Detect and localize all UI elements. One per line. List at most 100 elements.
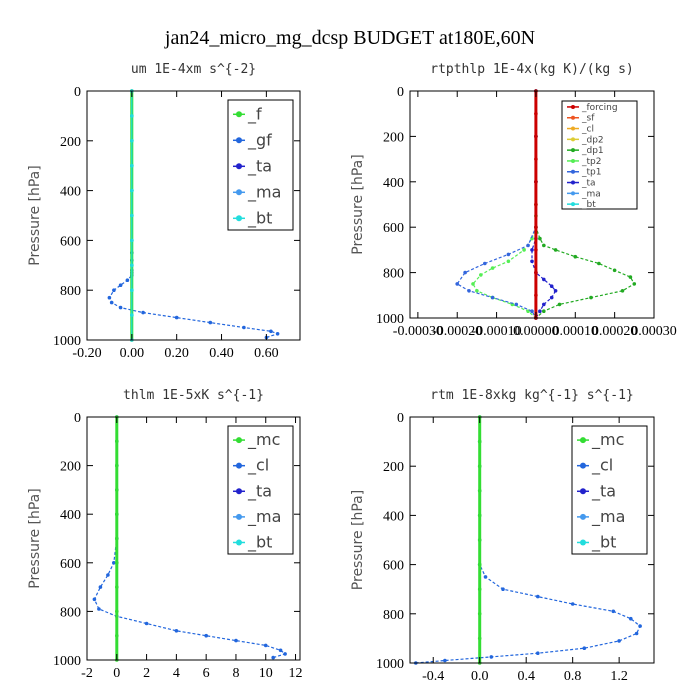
x-tick-label: 0.00010	[553, 324, 599, 339]
data-point	[263, 643, 268, 648]
data-point	[130, 238, 134, 243]
x-tick-label: -2	[81, 666, 93, 681]
data-point	[471, 282, 475, 286]
plot-frame	[86, 90, 301, 341]
data-point	[514, 302, 519, 307]
data-point	[534, 225, 538, 229]
data-point	[130, 139, 134, 143]
data-point	[463, 270, 467, 275]
data-point	[634, 631, 639, 636]
data-point	[638, 624, 642, 628]
y-tick-label: 400	[383, 176, 404, 191]
data-point	[530, 309, 534, 314]
legend-marker	[571, 115, 575, 120]
data-point	[557, 302, 562, 307]
x-tick-label: 10	[259, 666, 273, 681]
data-point	[553, 289, 558, 293]
legend: _mc _cl _ta _ma _bt	[227, 425, 294, 555]
x-tick-label: -0.00010	[471, 324, 521, 339]
x-tick-label: 12	[289, 666, 303, 681]
y-tick-label: 200	[60, 460, 81, 475]
data-point	[118, 283, 123, 288]
legend-marker	[580, 513, 586, 520]
panel-title: rtm 1E-8xkg kg^{-1} s^{-1}	[430, 388, 634, 403]
legend-entry: _cl	[247, 456, 269, 476]
data-point	[506, 259, 511, 264]
legend-entry: _cl	[591, 456, 613, 476]
legend-marker	[580, 437, 586, 444]
data-point	[536, 594, 540, 599]
series-line	[472, 91, 537, 319]
data-point	[597, 261, 601, 266]
x-tick-label: 4	[173, 666, 180, 681]
legend-entry: _bt	[247, 208, 272, 228]
data-point	[283, 652, 287, 656]
y-tick-label: 400	[60, 185, 81, 200]
data-point	[534, 248, 538, 252]
data-point	[204, 633, 208, 638]
legend-entry: _ma	[591, 507, 625, 527]
data-point	[109, 300, 114, 305]
data-point	[278, 648, 283, 653]
x-tick-label: 0	[113, 666, 120, 681]
y-tick-label: 800	[383, 608, 404, 623]
legend-marker	[236, 513, 242, 520]
legend-entry: _tp1	[581, 168, 601, 178]
legend-entry: _mc	[591, 430, 624, 450]
x-tick-label: 0.00020	[592, 324, 638, 339]
y-tick-label: 200	[383, 130, 404, 145]
legend: _forcing_sf_cl_dp2_dp1_tp2_tp1_ta_ma_bt	[561, 100, 638, 210]
data-point	[97, 607, 101, 611]
data-point	[477, 562, 482, 567]
legend-marker	[236, 111, 242, 118]
data-point	[490, 266, 495, 270]
data-point	[534, 202, 538, 207]
legend-marker	[571, 191, 575, 196]
legend-entry: _dp1	[581, 146, 604, 156]
x-tick-label: -0.00030	[393, 324, 443, 339]
data-point	[174, 315, 179, 320]
data-point	[629, 616, 633, 621]
data-point	[522, 248, 526, 252]
data-point	[479, 273, 483, 277]
y-tick-label: 600	[60, 234, 81, 249]
y-tick-label: 600	[383, 221, 404, 236]
legend-entry: _bt	[247, 532, 272, 552]
legend-marker	[571, 148, 575, 153]
data-point	[275, 332, 280, 336]
data-point	[130, 263, 134, 268]
data-point	[483, 575, 488, 579]
x-tick-label: 0.8	[564, 669, 582, 684]
data-point	[234, 638, 238, 643]
data-point	[115, 561, 119, 565]
panel-1: um 1E-4xm s^{-2} Pressure [hPa] 0 200 400 600…	[27, 62, 301, 361]
legend: _f _gf _ta _ma _bt	[227, 99, 294, 231]
legend-entry: _dp2	[581, 135, 604, 145]
series-forcing	[534, 89, 538, 320]
y-tick-label: 0	[397, 411, 404, 426]
plot-frame	[409, 416, 655, 664]
y-tick-label: 800	[60, 605, 81, 620]
plot-frame	[409, 90, 655, 319]
data-point	[98, 585, 103, 589]
legend-marker	[571, 202, 575, 207]
data-point	[501, 587, 505, 591]
data-point	[141, 310, 145, 315]
y-tick-label: 400	[383, 509, 404, 524]
legend-entry: _gf	[247, 130, 272, 150]
y-axis-label: Pressure [hPa]	[27, 488, 43, 588]
legend-marker	[236, 539, 242, 546]
data-point	[106, 573, 110, 577]
data-point	[115, 512, 119, 516]
data-point	[490, 295, 495, 300]
legend-marker	[236, 215, 242, 222]
data-point	[130, 213, 134, 218]
legend-marker	[580, 488, 586, 495]
data-point	[130, 114, 134, 118]
data-point	[115, 439, 119, 444]
series-tp2	[471, 89, 538, 320]
legend-marker	[571, 137, 575, 142]
series-line	[456, 91, 537, 319]
data-point	[534, 180, 538, 184]
